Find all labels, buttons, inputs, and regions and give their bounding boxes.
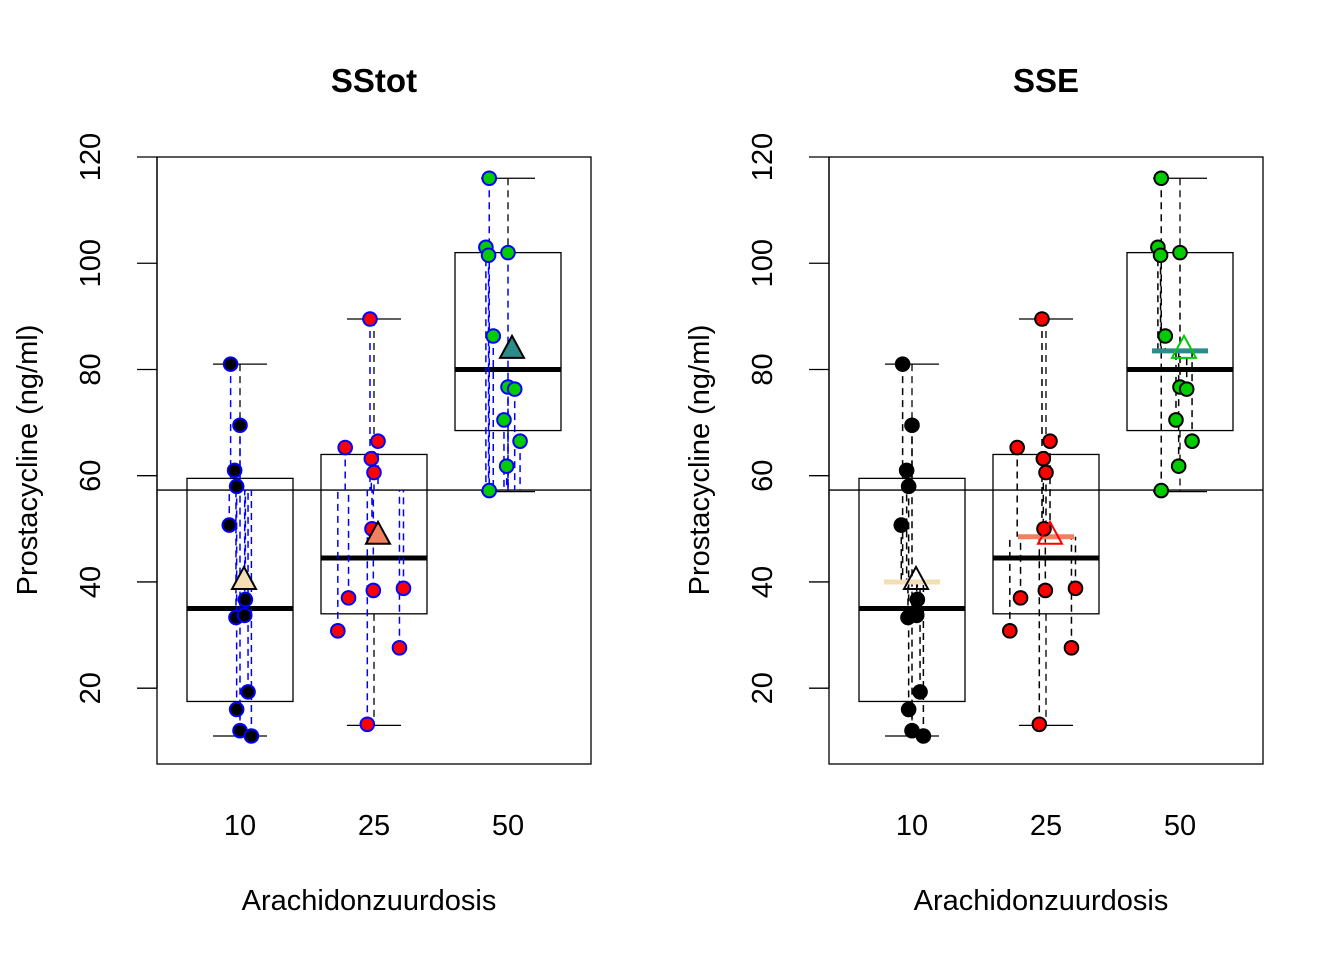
data-point: [500, 244, 516, 261]
y-tick-label: 60: [747, 460, 779, 492]
data-point: [237, 591, 254, 608]
data-point: [1002, 623, 1018, 639]
data-point: [1037, 582, 1054, 599]
y-tick-label: 80: [747, 353, 779, 385]
x-tick-label: 10: [224, 810, 256, 842]
group-mean-marker: [1036, 519, 1064, 545]
data-point: [912, 684, 928, 700]
data-point: [512, 433, 528, 449]
data-point: [226, 462, 243, 479]
data-point: [900, 701, 917, 718]
data-point: [900, 478, 917, 495]
data-point: [506, 381, 523, 397]
data-point: [1157, 328, 1174, 344]
y-tick-label: 80: [75, 353, 107, 385]
data-point: [391, 640, 408, 656]
group-mean-marker: [230, 564, 258, 590]
data-point: [1153, 170, 1170, 187]
data-point: [365, 582, 382, 599]
y-axis-label: Prostacycline (ng/ml): [12, 325, 44, 596]
data-point: [908, 607, 925, 624]
data-point: [485, 328, 502, 344]
data-point: [330, 623, 346, 639]
data-point: [1172, 244, 1188, 261]
y-tick-label: 20: [75, 672, 107, 704]
data-point: [909, 591, 926, 608]
data-point: [228, 478, 245, 495]
data-point: [363, 450, 380, 467]
data-point: [898, 462, 915, 479]
data-point: [496, 412, 512, 428]
x-tick-label: 10: [896, 810, 928, 842]
data-point: [395, 580, 412, 597]
data-point: [1035, 450, 1052, 467]
y-tick-label: 120: [747, 133, 779, 181]
data-point: [236, 607, 253, 624]
y-tick-label: 40: [75, 566, 107, 598]
data-point: [894, 356, 911, 372]
group-mean-marker: [902, 564, 930, 590]
data-point: [480, 247, 497, 264]
chart-title: SSE: [1013, 62, 1079, 99]
y-axis-label: Prostacycline (ng/ml): [684, 325, 716, 596]
data-point: [1042, 433, 1058, 449]
y-tick-label: 120: [75, 133, 107, 181]
x-tick-label: 25: [358, 810, 390, 842]
data-point: [370, 433, 386, 449]
group-mean-marker: [364, 519, 392, 545]
data-point: [1184, 433, 1200, 449]
data-point: [337, 439, 353, 456]
data-point: [340, 590, 357, 606]
x-axis-label: Arachidonzuurdosis: [914, 885, 1169, 917]
data-point: [240, 684, 256, 700]
data-point: [362, 311, 378, 327]
panel-sstot: SStot Arachidonzuurdosis Prostacycline (…: [12, 62, 592, 917]
x-tick-label: 50: [1164, 810, 1196, 842]
data-point: [228, 701, 245, 718]
data-point: [1153, 482, 1170, 499]
x-tick-label: 25: [1030, 810, 1062, 842]
data-point: [1009, 439, 1025, 456]
data-point: [366, 464, 382, 481]
chart-title: SStot: [331, 62, 417, 99]
data-point: [1031, 716, 1048, 733]
panel-sse: SSE Arachidonzuurdosis Prostacycline (ng…: [684, 62, 1264, 917]
x-tick-label: 50: [492, 810, 524, 842]
data-point: [893, 517, 910, 533]
data-point: [1038, 464, 1054, 481]
data-point: [1012, 590, 1029, 606]
data-point: [481, 170, 498, 187]
data-point: [221, 517, 238, 533]
data-point: [915, 728, 932, 744]
data-point: [222, 356, 239, 372]
data-point: [232, 417, 248, 434]
y-tick-label: 40: [747, 566, 779, 598]
data-point: [1168, 412, 1184, 428]
y-tick-label: 20: [747, 672, 779, 704]
data-point: [1152, 247, 1169, 264]
y-tick-label: 100: [747, 239, 779, 287]
x-axis-label: Arachidonzuurdosis: [242, 885, 497, 917]
group-mean-marker: [1170, 333, 1198, 359]
data-point: [481, 482, 498, 499]
data-point: [498, 458, 515, 474]
data-point: [1067, 580, 1084, 597]
y-tick-label: 60: [75, 460, 107, 492]
data-point: [904, 417, 920, 434]
data-point: [243, 728, 260, 744]
data-point: [1034, 311, 1050, 327]
data-point: [1063, 640, 1080, 656]
data-point: [359, 716, 376, 733]
group-mean-marker: [498, 333, 526, 359]
data-point: [1178, 381, 1195, 397]
y-tick-label: 100: [75, 239, 107, 287]
data-point: [1170, 458, 1187, 474]
